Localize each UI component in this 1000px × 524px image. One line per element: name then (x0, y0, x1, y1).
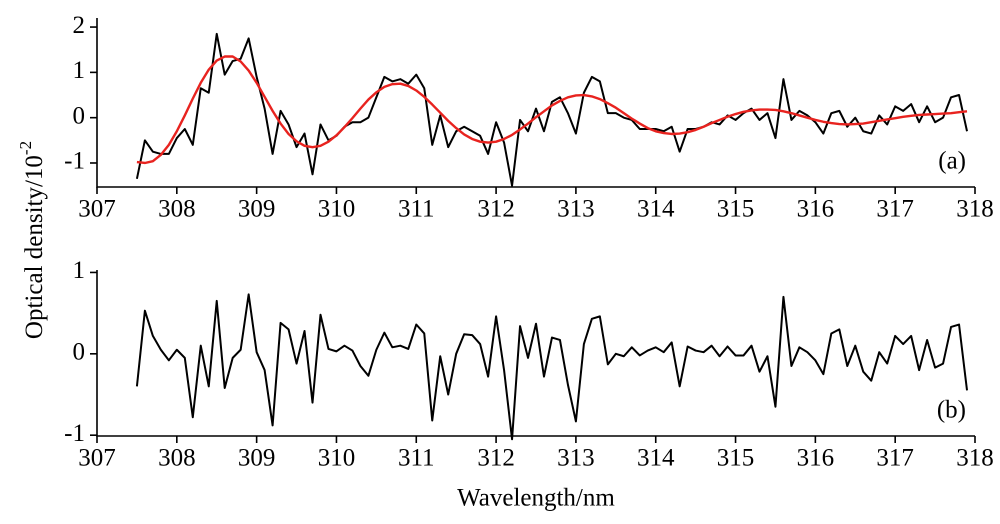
axes (96, 18, 975, 188)
x-tick-label: 309 (238, 196, 276, 223)
data-line (136, 55, 968, 165)
y-tick-label: 2 (73, 12, 86, 39)
y-tick-label: 1 (73, 57, 86, 84)
y-tick-label: 0 (73, 339, 86, 366)
x-tick-label: 318 (956, 196, 994, 223)
x-tick-label: 311 (398, 196, 435, 223)
x-tick-label: 318 (956, 445, 994, 472)
y-axis-title: Optical density/10-2 (16, 141, 48, 339)
x-tick-label: 312 (477, 196, 515, 223)
x-tick-label: 310 (318, 445, 356, 472)
x-tick-label: 307 (78, 445, 116, 472)
x-tick-label: 314 (637, 445, 675, 472)
x-tick-label: 316 (797, 445, 835, 472)
x-tick-label: 317 (876, 196, 914, 223)
panel-label: (b) (937, 397, 966, 424)
data-line (135, 32, 968, 187)
y-axis-title-text: Optical density/10 (21, 155, 48, 339)
x-tick-label: 314 (637, 196, 675, 223)
x-tick-label: 315 (717, 196, 755, 223)
x-tick-label: 316 (797, 196, 835, 223)
data-line (135, 293, 969, 441)
y-tick-label: -1 (64, 420, 85, 447)
y-tick-label: -1 (64, 148, 85, 175)
y-tick-label: 0 (73, 102, 86, 129)
x-tick-label: 311 (398, 445, 435, 472)
axes (96, 270, 975, 437)
x-tick-label: 308 (158, 445, 196, 472)
x-tick-label: 310 (318, 196, 356, 223)
panel-label: (a) (938, 148, 966, 175)
x-tick-label: 317 (876, 445, 914, 472)
y-tick-label: 1 (73, 257, 86, 284)
x-tick-label: 315 (717, 445, 755, 472)
x-tick-label: 307 (78, 196, 116, 223)
x-tick-label: 313 (557, 445, 595, 472)
x-tick-label: 312 (477, 445, 515, 472)
x-tick-label: 313 (557, 196, 595, 223)
x-tick-label: 309 (238, 445, 276, 472)
x-tick-label: 308 (158, 196, 196, 223)
x-axis-title: Wavelength/nm (457, 485, 615, 512)
y-axis-title-sup: -2 (16, 141, 35, 155)
